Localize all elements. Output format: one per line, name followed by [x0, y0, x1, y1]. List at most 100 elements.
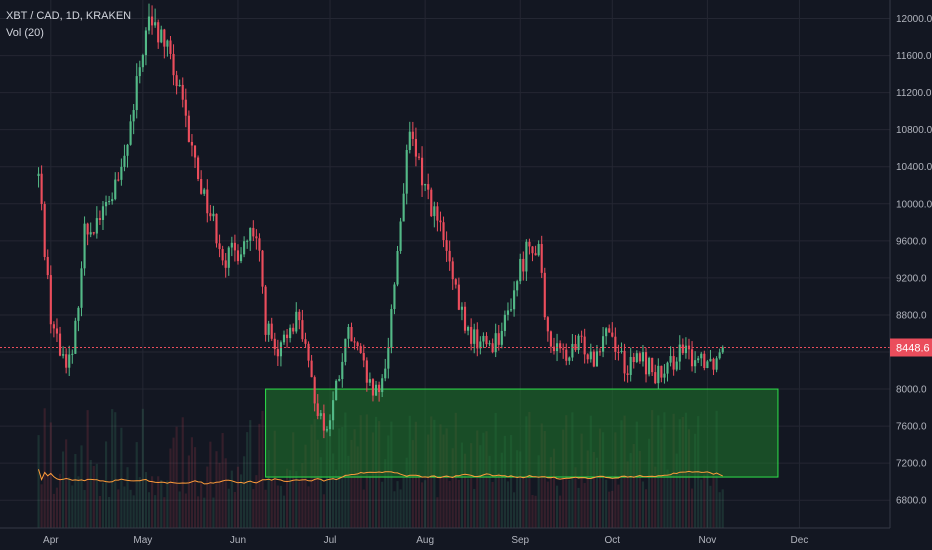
candle-body [513, 290, 516, 310]
volume-bar [632, 443, 635, 528]
candle-body [65, 354, 68, 368]
volume-bar [513, 492, 516, 528]
volume-bar [212, 497, 215, 528]
volume-bar [157, 476, 160, 528]
volume-bar [614, 432, 617, 528]
volume-bar [549, 457, 552, 528]
volume-bar [488, 455, 491, 528]
candle-body [353, 341, 356, 343]
candle-body [279, 342, 282, 357]
candle-body [549, 331, 552, 347]
volume-bar [470, 443, 473, 528]
y-tick-label: 6800.0 [896, 496, 927, 507]
candle-body [325, 429, 329, 431]
volume-bar [709, 485, 712, 528]
candle-body [436, 206, 439, 221]
volume-bar [516, 450, 519, 528]
candle-body [62, 354, 65, 356]
candle-body [58, 333, 62, 356]
candle-body [598, 351, 602, 353]
volume-bar [55, 487, 59, 528]
time-axis[interactable]: Apr May Jun Jul Aug Sep Oct Nov Dec [43, 535, 808, 546]
volume-bar [457, 479, 460, 528]
candle-body [402, 193, 405, 222]
volume-bar [108, 496, 111, 528]
volume-bar [206, 466, 209, 528]
y-tick-label: 7200.0 [896, 459, 927, 470]
candle-body [301, 320, 304, 340]
volume-bar [203, 497, 206, 528]
y-tick-label: 10000.0 [896, 199, 932, 210]
volume-bar [316, 439, 319, 528]
volume-bar [301, 462, 304, 528]
volume-bar [264, 489, 267, 528]
candle-body [470, 326, 473, 344]
candle-body [270, 323, 273, 339]
volume-bar [626, 461, 629, 528]
candle-body [212, 213, 215, 217]
candle-body [681, 344, 684, 354]
volume-bar [580, 433, 583, 528]
candle-body [531, 246, 534, 254]
candle-body [166, 40, 169, 47]
candle-body [620, 350, 623, 352]
candle-body [473, 329, 476, 344]
candle-body [362, 353, 365, 361]
candle-body [644, 352, 648, 375]
y-tick-label: 11600.0 [896, 51, 932, 62]
volume-bar [218, 462, 221, 528]
x-tick-label: Jun [230, 535, 246, 546]
candle-body [393, 284, 396, 310]
candle-body [703, 353, 706, 369]
volume-bar [233, 491, 236, 528]
volume-bar [187, 455, 190, 528]
volume-bar [445, 428, 448, 528]
volume-bar [393, 491, 396, 528]
candle-body [488, 343, 491, 345]
volume-bar [43, 408, 46, 528]
volume-bar [197, 496, 200, 528]
volume-bar [224, 458, 227, 528]
volume-bar [687, 429, 691, 528]
volume-indicator-label[interactable]: Vol (20) [6, 27, 44, 39]
volume-bar [384, 459, 387, 528]
candle-body [215, 213, 218, 244]
candle-body [150, 16, 154, 26]
volume-bar [178, 491, 181, 528]
candle-body [197, 157, 200, 179]
candle-body [592, 351, 595, 367]
volume-bar [629, 453, 632, 528]
candle-body [147, 16, 151, 31]
candle-body [273, 338, 276, 350]
candle-body [252, 227, 255, 237]
volume-bar [114, 412, 117, 528]
symbol-title[interactable]: XBT / CAD, 1D, KRAKEN [6, 10, 132, 22]
candle-body [233, 242, 236, 251]
volume-bar [101, 482, 105, 528]
volume-bar [721, 489, 724, 528]
candle-body [605, 328, 608, 337]
volume-bar [270, 480, 273, 528]
volume-bar [132, 495, 135, 528]
candle-body [715, 358, 718, 370]
candle-body [424, 184, 427, 186]
support-zone-rectangle[interactable] [265, 388, 779, 478]
candle-body [246, 240, 249, 242]
volume-bar [427, 434, 430, 528]
volume-bar [123, 486, 126, 528]
candle-body [138, 67, 141, 77]
candle-body [117, 179, 120, 181]
volume-bar [135, 442, 138, 528]
volume-bar [396, 481, 399, 528]
candle-body [439, 220, 442, 223]
volume-bar [144, 472, 148, 528]
candle-body [359, 346, 362, 354]
candle-body [534, 253, 537, 256]
candle-body [408, 131, 411, 150]
candle-body [68, 354, 71, 368]
candle-body [218, 243, 221, 250]
volume-bar [417, 473, 421, 528]
candle-body [310, 360, 313, 378]
volume-bar [77, 476, 80, 528]
